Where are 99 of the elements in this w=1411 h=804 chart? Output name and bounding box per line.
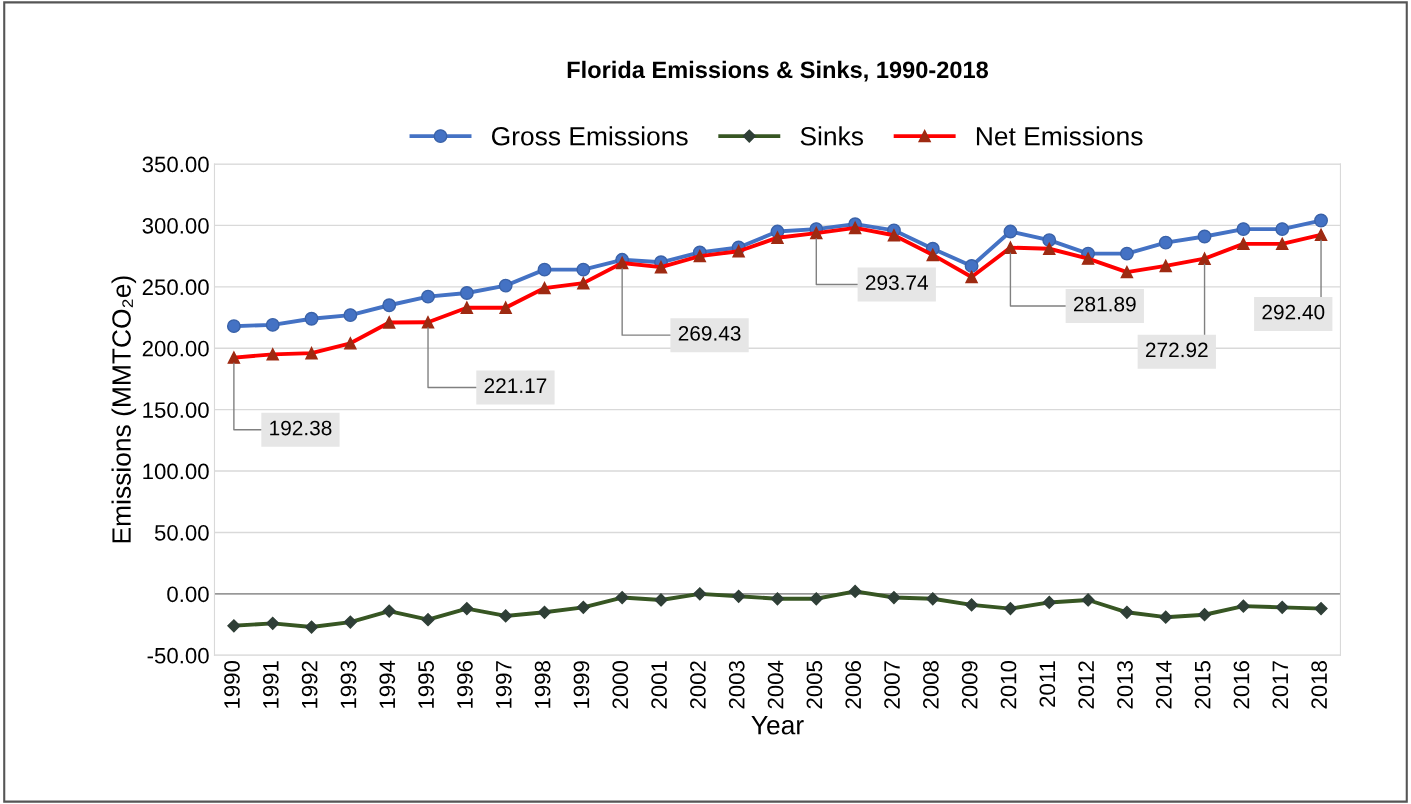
y-tick-label: 100.00	[143, 463, 209, 480]
x-tick-label: 1996	[457, 661, 473, 708]
point	[1236, 222, 1251, 237]
y-axis-title: Emissions (MMTCO₂e)	[111, 276, 137, 543]
point	[770, 592, 785, 606]
point	[964, 259, 979, 273]
data-label: 192.38	[270, 420, 332, 436]
y-tick-label: 350.00	[142, 156, 209, 173]
point	[1120, 605, 1134, 619]
point	[1197, 608, 1212, 622]
y-tick-label: 0.00	[167, 586, 209, 603]
x-tick-label: 1991	[262, 661, 279, 708]
point	[343, 615, 357, 629]
x-tick-label: 2000	[612, 660, 629, 709]
point	[887, 590, 901, 605]
point	[382, 604, 396, 618]
point	[266, 616, 280, 630]
point	[459, 286, 474, 300]
point	[1119, 246, 1134, 261]
point	[304, 311, 319, 326]
data-label: 281.89	[1073, 296, 1136, 312]
point	[615, 590, 629, 605]
x-tick-label: 2008	[923, 661, 939, 709]
x-tick-label: 2015	[1194, 661, 1211, 709]
point	[499, 609, 513, 623]
x-tick-label: 1990	[224, 660, 240, 708]
x-axis-title: Year	[751, 716, 804, 735]
point	[732, 589, 746, 603]
point	[460, 602, 474, 616]
point	[693, 587, 707, 601]
x-tick-label: 2009	[961, 661, 978, 709]
point	[265, 317, 280, 332]
x-tick-label: 2005	[806, 661, 823, 709]
x-tick-label: 2013	[1117, 661, 1133, 709]
x-tick-label: 2007	[884, 661, 900, 709]
point	[1042, 595, 1056, 610]
y-tick-label: 50.00	[154, 524, 209, 541]
point	[304, 620, 319, 634]
x-tick-label: 2017	[1272, 661, 1289, 709]
point	[537, 262, 552, 277]
y-tick-label: 250.00	[142, 279, 209, 296]
data-label: 269.43	[678, 326, 741, 341]
point	[343, 308, 358, 323]
point	[926, 592, 940, 606]
x-tick-label: 2018	[1311, 661, 1327, 709]
point	[382, 298, 397, 313]
point	[421, 289, 435, 304]
point	[809, 592, 823, 606]
x-tick-label: 1997	[495, 661, 512, 708]
point	[1159, 610, 1173, 624]
point	[1314, 602, 1328, 616]
point	[576, 262, 591, 277]
point	[1003, 224, 1018, 239]
point	[421, 613, 435, 627]
point	[1197, 229, 1212, 244]
point	[654, 593, 668, 607]
x-tick-label: 2003	[728, 661, 745, 709]
point	[1081, 593, 1095, 607]
legend-label: Gross Emissions	[491, 126, 688, 146]
point	[1158, 235, 1173, 250]
point	[1003, 602, 1018, 616]
legend-label: Sinks	[800, 126, 864, 146]
x-tick-label: 1994	[379, 660, 396, 708]
point	[1275, 222, 1290, 237]
point	[576, 600, 590, 614]
x-tick-label: 1992	[301, 661, 318, 708]
point	[1236, 599, 1250, 613]
point	[848, 584, 862, 598]
x-tick-label: 2004	[767, 660, 784, 709]
x-tick-label: 2011	[1039, 661, 1056, 707]
x-tick-label: 2014	[1155, 660, 1172, 709]
x-tick-label: 2012	[1078, 661, 1095, 709]
data-label: 272.92	[1145, 342, 1208, 358]
x-tick-label: 1998	[534, 661, 551, 708]
y-tick-label: 300.00	[142, 217, 209, 234]
data-label: 292.40	[1262, 304, 1325, 320]
y-tick-label: -50.00	[147, 647, 209, 664]
point	[227, 619, 241, 633]
y-tick-label: 150.00	[143, 402, 209, 418]
x-tick-label: 2001	[651, 661, 667, 709]
data-label: 221.17	[484, 378, 547, 393]
point	[498, 278, 513, 293]
point	[1314, 213, 1328, 228]
x-tick-label: 1999	[573, 661, 590, 708]
x-tick-label: 1995	[418, 661, 434, 708]
point	[1042, 233, 1057, 248]
x-tick-label: 1993	[340, 661, 357, 708]
point	[1275, 600, 1289, 614]
y-tick-label: 200.00	[142, 340, 209, 357]
point	[226, 319, 241, 334]
chart-title: Florida Emissions & Sinks, 1990-2018	[567, 60, 989, 82]
x-tick-label: 2010	[1000, 660, 1017, 709]
x-tick-label: 2006	[845, 661, 862, 709]
legend-label: Net Emissions	[976, 126, 1143, 146]
point	[537, 605, 552, 619]
data-label: 293.74	[865, 275, 929, 291]
point	[965, 598, 979, 612]
x-tick-label: 2016	[1233, 661, 1250, 709]
x-tick-label: 2002	[690, 661, 706, 709]
